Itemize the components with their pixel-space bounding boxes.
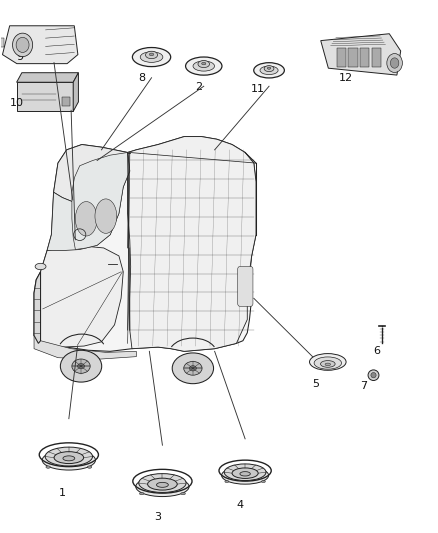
Ellipse shape xyxy=(156,482,168,487)
Ellipse shape xyxy=(202,62,206,65)
Ellipse shape xyxy=(321,361,335,367)
Ellipse shape xyxy=(145,51,158,59)
Polygon shape xyxy=(73,72,78,111)
Ellipse shape xyxy=(310,353,346,370)
Ellipse shape xyxy=(267,67,271,69)
Ellipse shape xyxy=(189,366,196,371)
Text: 10: 10 xyxy=(10,98,24,108)
Ellipse shape xyxy=(63,456,75,461)
Polygon shape xyxy=(17,72,78,82)
FancyBboxPatch shape xyxy=(372,49,381,67)
Text: 7: 7 xyxy=(360,381,367,391)
Ellipse shape xyxy=(42,450,95,470)
Ellipse shape xyxy=(140,52,163,62)
Ellipse shape xyxy=(149,53,154,56)
Ellipse shape xyxy=(193,61,215,71)
Text: 4: 4 xyxy=(237,500,244,510)
Polygon shape xyxy=(3,26,78,63)
Polygon shape xyxy=(321,34,401,75)
Ellipse shape xyxy=(232,468,258,479)
Ellipse shape xyxy=(222,467,268,484)
Ellipse shape xyxy=(390,58,399,68)
Polygon shape xyxy=(34,272,41,343)
Text: 1: 1 xyxy=(59,488,66,498)
Ellipse shape xyxy=(46,466,50,469)
FancyBboxPatch shape xyxy=(360,49,369,67)
Bar xyxy=(62,97,71,106)
Ellipse shape xyxy=(60,350,102,382)
Ellipse shape xyxy=(387,53,403,72)
Ellipse shape xyxy=(254,63,284,78)
Ellipse shape xyxy=(136,477,189,497)
Ellipse shape xyxy=(139,474,186,492)
Ellipse shape xyxy=(325,363,331,366)
Polygon shape xyxy=(127,136,256,351)
Polygon shape xyxy=(34,136,256,351)
Text: 3: 3 xyxy=(154,512,161,522)
Ellipse shape xyxy=(261,480,265,482)
Ellipse shape xyxy=(371,373,376,378)
Ellipse shape xyxy=(16,37,29,52)
Ellipse shape xyxy=(264,66,274,71)
Ellipse shape xyxy=(225,480,229,482)
Ellipse shape xyxy=(72,359,90,373)
Ellipse shape xyxy=(54,451,84,464)
Polygon shape xyxy=(47,187,123,251)
Ellipse shape xyxy=(260,66,278,75)
Ellipse shape xyxy=(87,466,92,469)
Polygon shape xyxy=(39,245,123,347)
Ellipse shape xyxy=(240,472,251,476)
Text: 2: 2 xyxy=(195,82,202,92)
Polygon shape xyxy=(53,144,130,203)
Text: 8: 8 xyxy=(138,73,145,83)
Ellipse shape xyxy=(95,199,117,233)
Ellipse shape xyxy=(186,57,222,75)
Ellipse shape xyxy=(45,447,92,466)
Bar xyxy=(0,38,4,47)
Polygon shape xyxy=(34,333,136,359)
Ellipse shape xyxy=(172,353,214,384)
FancyBboxPatch shape xyxy=(17,82,73,111)
Ellipse shape xyxy=(368,370,379,381)
Text: 6: 6 xyxy=(373,346,380,357)
Ellipse shape xyxy=(314,357,342,369)
Ellipse shape xyxy=(75,201,97,236)
FancyBboxPatch shape xyxy=(238,266,253,306)
Text: 11: 11 xyxy=(251,84,265,94)
Ellipse shape xyxy=(184,361,202,375)
Text: 9: 9 xyxy=(16,52,23,62)
Ellipse shape xyxy=(13,33,33,56)
Ellipse shape xyxy=(148,478,177,490)
Ellipse shape xyxy=(224,464,266,481)
FancyBboxPatch shape xyxy=(348,49,357,67)
Ellipse shape xyxy=(132,47,171,67)
Ellipse shape xyxy=(78,364,85,369)
Ellipse shape xyxy=(139,492,144,495)
Ellipse shape xyxy=(198,61,209,68)
Ellipse shape xyxy=(35,263,46,270)
FancyBboxPatch shape xyxy=(337,49,346,67)
Text: 5: 5 xyxy=(312,379,319,389)
Polygon shape xyxy=(72,152,130,249)
Text: 12: 12 xyxy=(339,73,353,83)
Ellipse shape xyxy=(181,492,185,495)
